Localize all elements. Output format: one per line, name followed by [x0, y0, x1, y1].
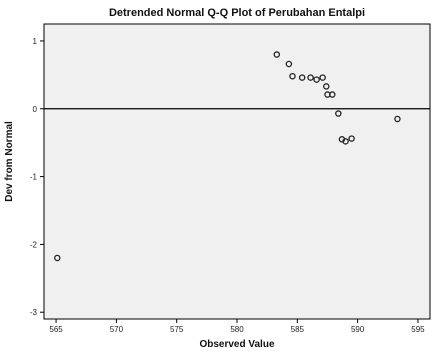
data-point: [298, 74, 306, 81]
x-tick-label: 580: [230, 325, 244, 334]
data-point: [54, 254, 61, 262]
y-tick-label: -3: [30, 308, 38, 317]
data-point: [273, 51, 281, 58]
x-tick-label: 595: [411, 325, 425, 334]
data-point: [342, 138, 349, 145]
data-point: [289, 72, 296, 80]
x-tick-label: 570: [110, 325, 124, 334]
data-point: [348, 135, 355, 142]
x-axis-ticks: 565 570 575 580 585 590 595: [49, 319, 425, 334]
data-point: [313, 76, 320, 83]
x-tick-label: 575: [170, 325, 184, 334]
y-tick-label: -1: [30, 173, 38, 182]
data-point: [335, 110, 342, 117]
y-tick-label: 1: [33, 37, 38, 46]
plot-frame: [43, 23, 431, 320]
x-tick-label: 590: [351, 325, 365, 334]
y-tick-label: -2: [30, 240, 38, 249]
plot-area: [44, 24, 430, 319]
data-point: [394, 115, 401, 123]
data-point: [285, 60, 293, 68]
data-point: [307, 74, 314, 81]
x-tick-label: 565: [49, 325, 63, 334]
y-tick-label: 0: [33, 105, 38, 114]
data-point: [319, 74, 326, 81]
chart-title: Detrended Normal Q-Q Plot of Perubahan E…: [109, 7, 365, 19]
y-axis-ticks: 1 0 -1 -2 -3: [30, 37, 44, 317]
data-points: [54, 51, 401, 262]
data-point: [323, 83, 330, 90]
x-axis-title: Observed Value: [199, 339, 274, 350]
y-axis-title: Dev from Normal: [4, 121, 15, 202]
data-point: [329, 91, 336, 98]
x-tick-label: 585: [291, 325, 305, 334]
